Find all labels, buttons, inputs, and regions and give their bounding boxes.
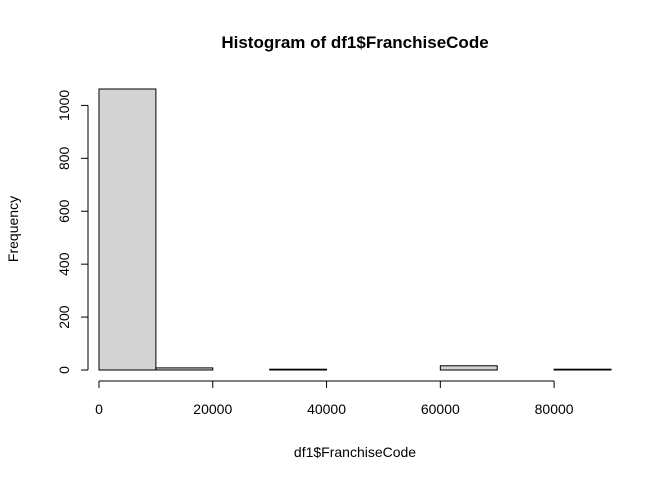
x-tick-label: 0 [95,401,103,417]
x-tick-label: 40000 [307,401,346,417]
x-tick-label: 20000 [193,401,232,417]
y-axis: 0 200 400 600 800 1000 [56,90,89,374]
x-axis: 0 20000 40000 60000 80000 [95,380,574,417]
histogram-bar [155,367,214,371]
chart-title: Histogram of df1$FranchiseCode [221,33,488,52]
y-tick-label: 1000 [56,90,72,121]
histogram-bar [269,368,328,371]
y-tick-label: 0 [56,366,72,374]
y-tick-label: 200 [56,305,72,329]
y-tick-label: 600 [56,199,72,223]
y-tick-label: 400 [56,252,72,276]
bars-layer [98,88,612,371]
x-tick-label: 80000 [535,401,574,417]
histogram-bar [553,368,612,371]
y-tick-label: 800 [56,146,72,170]
x-axis-label: df1$FranchiseCode [294,444,416,460]
histogram-bar [98,88,157,371]
histogram-bar [439,365,498,371]
x-tick-label: 60000 [421,401,460,417]
y-axis-label: Frequency [5,196,21,262]
